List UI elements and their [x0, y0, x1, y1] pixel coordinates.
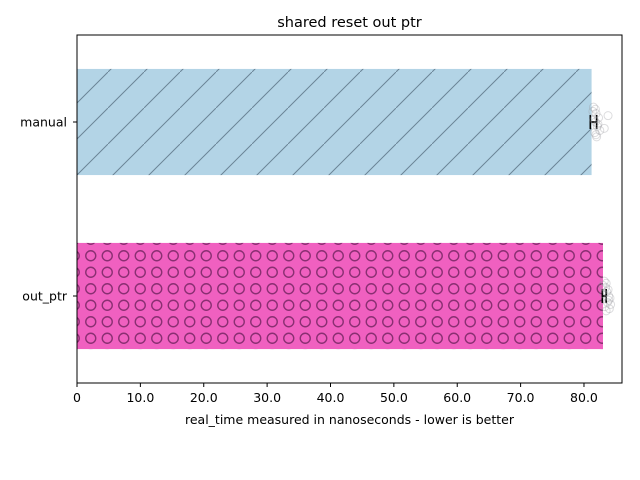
x-tick-label: 20.0 — [190, 390, 218, 405]
x-tick-label: 10.0 — [126, 390, 154, 405]
y-tick-label: manual — [20, 115, 67, 130]
sample-point — [599, 289, 609, 299]
sample-point — [600, 302, 610, 312]
chart-title: shared reset out ptr — [277, 15, 422, 31]
sample-point — [604, 295, 614, 305]
sample-point — [603, 111, 613, 121]
sample-point — [591, 130, 601, 140]
sample-point — [589, 115, 599, 125]
sample-point — [592, 121, 602, 131]
error-bar-manual — [589, 115, 598, 129]
sample-point — [593, 119, 603, 129]
sample-point — [601, 278, 611, 288]
bar-hatch-out_ptr — [77, 242, 603, 350]
y-tick-label: out_ptr — [22, 289, 68, 304]
sample-point — [604, 304, 614, 314]
sample-point — [602, 297, 612, 307]
sample-point — [601, 306, 611, 316]
sample-point — [606, 299, 616, 309]
x-axis-label: real_time measured in nanoseconds - lowe… — [185, 412, 515, 427]
sample-point — [603, 285, 613, 295]
sample-point — [598, 280, 608, 290]
sample-point — [604, 291, 614, 301]
x-tick-label: 60.0 — [443, 390, 471, 405]
sample-point — [605, 293, 615, 303]
sample-point — [599, 123, 609, 133]
x-tick-label: 70.0 — [507, 390, 535, 405]
sample-point — [592, 132, 602, 142]
sample-point — [590, 117, 600, 127]
sample-point — [590, 128, 600, 138]
x-tick-label: 80.0 — [570, 390, 598, 405]
error-bar-out_ptr — [601, 289, 607, 303]
x-tick-label: 30.0 — [253, 390, 281, 405]
sample-point — [594, 113, 604, 123]
plot-frame — [76, 34, 623, 384]
sample-point — [591, 109, 601, 119]
sample-point — [602, 287, 612, 297]
sample-point — [588, 106, 598, 116]
x-tick-label: 0 — [73, 390, 81, 405]
sample-point — [588, 102, 598, 112]
bar-hatch-manual — [77, 68, 592, 176]
sample-point — [601, 283, 611, 293]
sample-point — [595, 125, 605, 135]
sample-point — [599, 276, 609, 286]
x-tick-label: 50.0 — [380, 390, 408, 405]
sample-point — [590, 104, 600, 114]
x-tick-label: 40.0 — [317, 390, 345, 405]
